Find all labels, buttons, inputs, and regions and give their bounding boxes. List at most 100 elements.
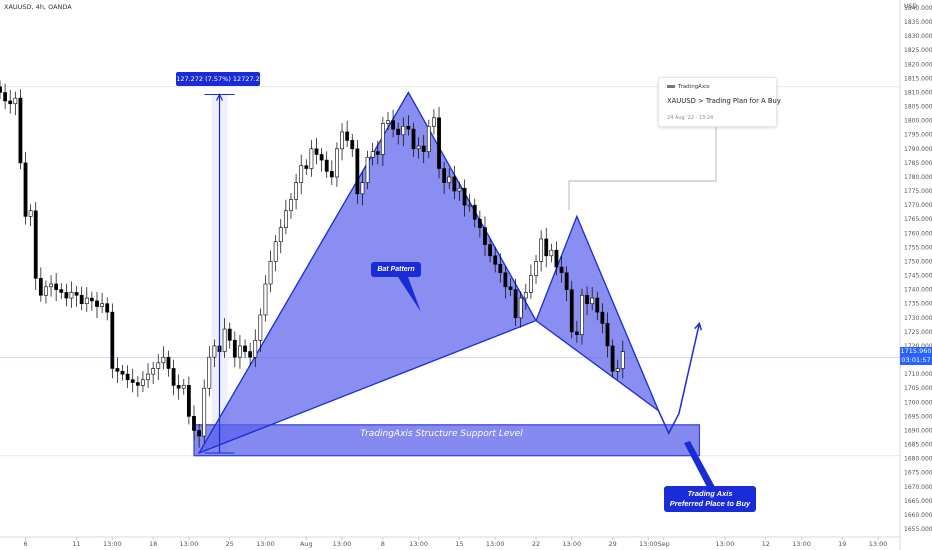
candle-body: [355, 148, 360, 195]
candle-body: [135, 382, 140, 386]
y-tick-label: 1740.000: [904, 287, 932, 294]
candle-body: [253, 340, 258, 358]
candle-body: [518, 297, 523, 319]
candle-body: [421, 145, 426, 152]
candle-body: [38, 278, 43, 296]
candle-body: [0, 86, 2, 93]
y-tick-label: 1735.000: [904, 301, 932, 308]
x-tick-label: 15: [455, 540, 463, 548]
y-tick-label: 1695.000: [904, 413, 932, 420]
projection-arrowhead: [694, 321, 703, 331]
candle-body: [605, 323, 610, 347]
bat-triangle-xab: [197, 91, 537, 455]
card-brand: TradingAxis: [678, 84, 710, 90]
candle-body: [375, 151, 380, 155]
candle-body: [202, 387, 207, 437]
y-tick-label: 1805.000: [904, 104, 932, 111]
candle-body: [396, 128, 401, 136]
y-tick-label: 1795.000: [904, 132, 932, 139]
x-tick-label: 13:00: [409, 540, 428, 548]
candle-body: [534, 261, 538, 276]
buy-zone-label: Trading Axis Preferred Place to Buy: [664, 486, 756, 512]
candle-body: [49, 283, 53, 288]
candle-body: [615, 368, 620, 372]
candle-body: [197, 430, 201, 437]
y-tick-label: 1765.000: [904, 216, 932, 223]
candle-body: [503, 272, 508, 288]
candle-body: [447, 176, 452, 183]
candle-body: [406, 125, 411, 130]
x-tick-label: 13:00: [869, 540, 888, 548]
candle-body: [610, 345, 615, 372]
candle-body: [483, 227, 487, 245]
candle-body: [493, 255, 498, 265]
y-tick-label: 1710.000: [904, 371, 932, 378]
candle-body: [498, 263, 503, 274]
y-tick-label: 1665.000: [904, 498, 932, 505]
candle-body: [462, 187, 467, 206]
y-tick-label: 1750.000: [904, 258, 932, 265]
y-tick-label: 1785.000: [904, 160, 932, 167]
y-tick-label: 1690.000: [904, 427, 932, 434]
current-price-value: 1715.960: [900, 347, 932, 355]
symbol-title: XAUUSD, 4h, OANDA: [4, 3, 72, 11]
candle-body: [232, 340, 237, 358]
y-tick-label: 1770.000: [904, 202, 932, 209]
candle-body: [161, 356, 166, 364]
candle-body: [340, 131, 344, 150]
candle-body: [513, 289, 518, 319]
candle-body: [59, 289, 64, 293]
candle-body: [238, 345, 242, 358]
price-range-measure-label: 127.272 (7.57%) 12727.2: [176, 72, 260, 86]
candle-body: [590, 297, 595, 305]
x-tick-label: 13:00: [486, 540, 505, 548]
candle-body: [13, 97, 18, 105]
candle-body: [69, 292, 74, 299]
candle-body: [141, 379, 145, 386]
candle-body: [130, 379, 135, 383]
current-price-tag: 1715.960 03:01:57: [900, 347, 932, 365]
y-tick-label: 1725.000: [904, 329, 932, 336]
candle-body: [283, 210, 288, 228]
candle-body: [319, 154, 324, 161]
candle-body: [54, 283, 59, 290]
x-tick-label: 29: [608, 540, 616, 548]
candle-body: [549, 249, 554, 257]
x-tick-label: 22: [532, 540, 540, 548]
card-date: 24 Aug '22 · 13:24: [667, 115, 714, 121]
candle-body: [335, 148, 339, 178]
projection-path: [657, 323, 701, 435]
trading-plan-card[interactable]: TradingAxis XAUUSD > Trading Plan for A …: [658, 77, 781, 127]
y-tick-label: 1680.000: [904, 456, 932, 463]
candle-body: [426, 125, 431, 152]
y-tick-label: 1745.000: [904, 273, 932, 280]
candle-body: [64, 292, 69, 299]
y-tick-label: 1730.000: [904, 315, 932, 322]
candle-body: [365, 156, 370, 183]
x-tick-label: 19: [838, 540, 846, 548]
y-tick-label: 1700.000: [904, 399, 932, 406]
candle-body: [79, 294, 84, 305]
support-zone-rect: [193, 424, 700, 457]
candle-body: [171, 368, 176, 386]
price-axis[interactable]: 1655.000 1660.000 1665.000 1670.000 1675.000…: [904, 5, 932, 533]
candle-body: [401, 125, 406, 136]
candle-body: [176, 385, 181, 389]
card-title[interactable]: XAUUSD > Trading Plan for A Buy: [667, 97, 781, 105]
time-axis[interactable]: 6 11 13:00 18 13:00 25 13:00 Aug 13:00 8 13:00 15 13…: [23, 537, 887, 548]
support-zone-label: TradingAxis Structure Support Level: [360, 429, 523, 439]
candle-body: [294, 182, 298, 200]
candle-body: [248, 351, 253, 358]
candle-body: [432, 117, 436, 127]
y-tick-label: 1755.000: [904, 244, 932, 251]
candle-body: [299, 165, 304, 183]
x-tick-label: 11: [72, 540, 80, 548]
candle-body: [559, 266, 564, 274]
x-tick-label: 13:00: [333, 540, 352, 548]
candle-body: [529, 275, 533, 293]
candle-body: [23, 162, 28, 217]
candle-body: [89, 297, 94, 302]
candle-body: [120, 370, 125, 375]
x-tick-label: 6: [23, 540, 27, 548]
